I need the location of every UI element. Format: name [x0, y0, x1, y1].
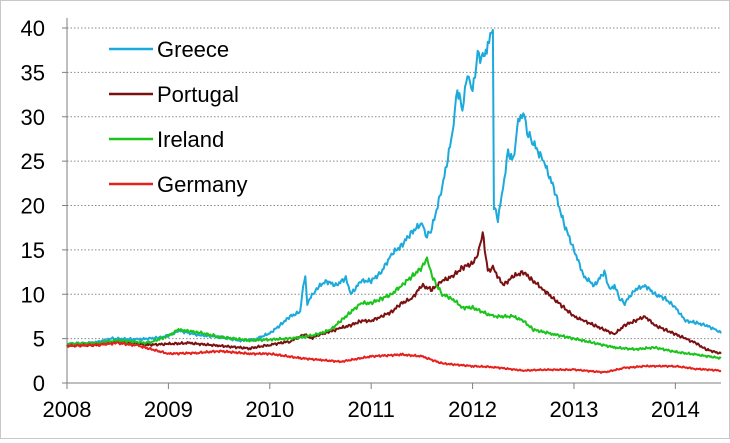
series-line-germany: [66, 341, 722, 374]
x-tick-label: 2010: [245, 397, 294, 422]
x-tick-label: 2013: [550, 397, 599, 422]
y-tick-label: 15: [21, 238, 45, 263]
gridlines: [67, 27, 721, 340]
legend-label-germany: Germany: [157, 172, 247, 197]
legend-label-greece: Greece: [157, 37, 229, 62]
y-tick-label: 5: [33, 327, 45, 352]
x-tick-label: 2011: [348, 397, 395, 422]
y-tick-label: 30: [21, 105, 45, 130]
x-tick-label: 2009: [144, 397, 193, 422]
series-line-portugal: [66, 231, 722, 355]
legend-label-portugal: Portugal: [157, 82, 239, 107]
y-tick-label: 20: [21, 194, 45, 219]
y-tick-label: 25: [21, 149, 45, 174]
x-tick-label: 2014: [651, 397, 700, 422]
y-tick-label: 0: [33, 371, 45, 396]
x-tick-label: 2012: [448, 397, 497, 422]
legend: Greece Portugal Ireland Germany: [109, 37, 247, 197]
axes: 0 5 10 15 20 25 30 35 40 2008 2009 2010 2011 2012 2013…: [21, 16, 721, 422]
y-tick-label: 35: [21, 60, 45, 85]
y-tick-label: 10: [21, 282, 45, 307]
x-tick-label: 2008: [43, 397, 92, 422]
series-lines: [66, 28, 722, 374]
y-tick-label: 40: [21, 16, 45, 41]
legend-label-ireland: Ireland: [157, 127, 224, 152]
series-line-ireland: [66, 256, 722, 360]
